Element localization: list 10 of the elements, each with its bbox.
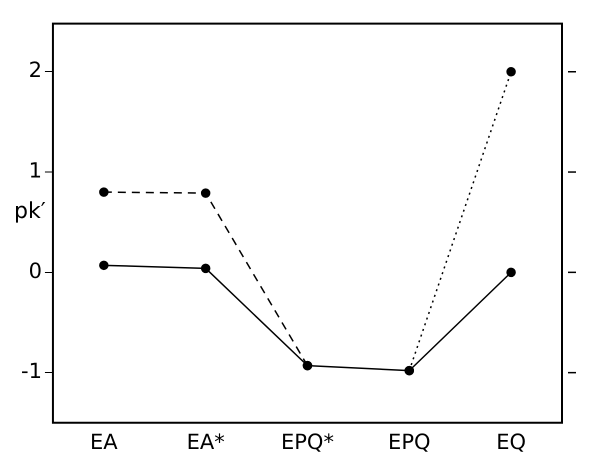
- y-axis-title: pk′: [14, 198, 46, 224]
- x-tick-label: EA: [90, 430, 118, 454]
- x-tick-label: EPQ: [388, 430, 431, 454]
- y-tick-label: 0: [28, 258, 42, 283]
- x-tick-label: EQ: [496, 430, 526, 454]
- x-tick-label: EA*: [186, 430, 225, 454]
- y-tick-label: -1: [20, 359, 42, 384]
- y-tick-label: 2: [28, 58, 42, 82]
- x-tick-label: EPQ*: [280, 430, 334, 454]
- y-tick-label: 1: [28, 158, 42, 182]
